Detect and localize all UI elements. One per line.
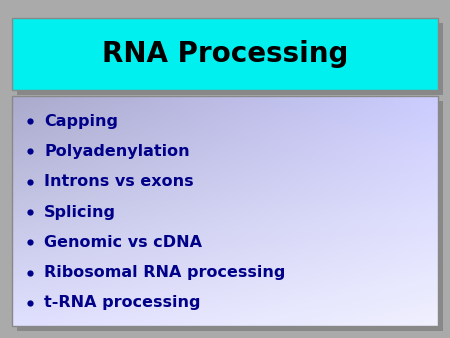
Text: Genomic vs cDNA: Genomic vs cDNA [44,235,202,250]
Text: Ribosomal RNA processing: Ribosomal RNA processing [44,265,285,280]
Text: Polyadenylation: Polyadenylation [44,144,189,159]
Text: t-RNA processing: t-RNA processing [44,295,201,310]
Text: RNA Processing: RNA Processing [102,40,348,68]
Bar [12,18,438,90]
Bar [17,101,443,331]
Text: Splicing: Splicing [44,204,116,219]
Text: Capping: Capping [44,114,118,129]
Text: Introns vs exons: Introns vs exons [44,174,193,189]
Bar [17,23,443,95]
Bar [12,96,438,326]
